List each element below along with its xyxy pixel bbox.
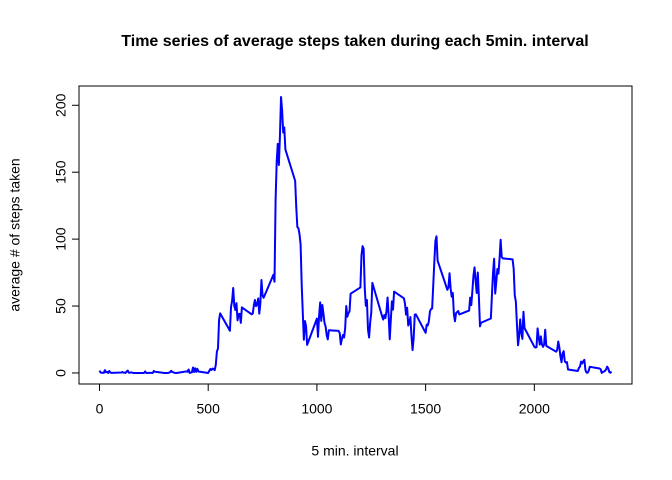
x-tick-label: 1000 [301,401,332,417]
x-tick-label: 0 [96,401,104,417]
y-tick-label: 200 [53,93,69,117]
y-tick-label: 100 [53,227,69,251]
x-axis-label: 5 min. interval [311,443,398,459]
x-tick-label: 500 [197,401,221,417]
data-line [98,95,613,374]
y-tick-label: 150 [53,160,69,184]
chart-title: Time series of average steps taken durin… [121,33,588,50]
y-tick-label: 50 [53,298,69,314]
plot-box [78,85,633,385]
y-tick-label: 0 [53,369,69,377]
x-tick-label: 1500 [410,401,441,417]
y-axis-label: average # of steps taken [7,158,23,311]
x-tick-label: 2000 [519,401,550,417]
